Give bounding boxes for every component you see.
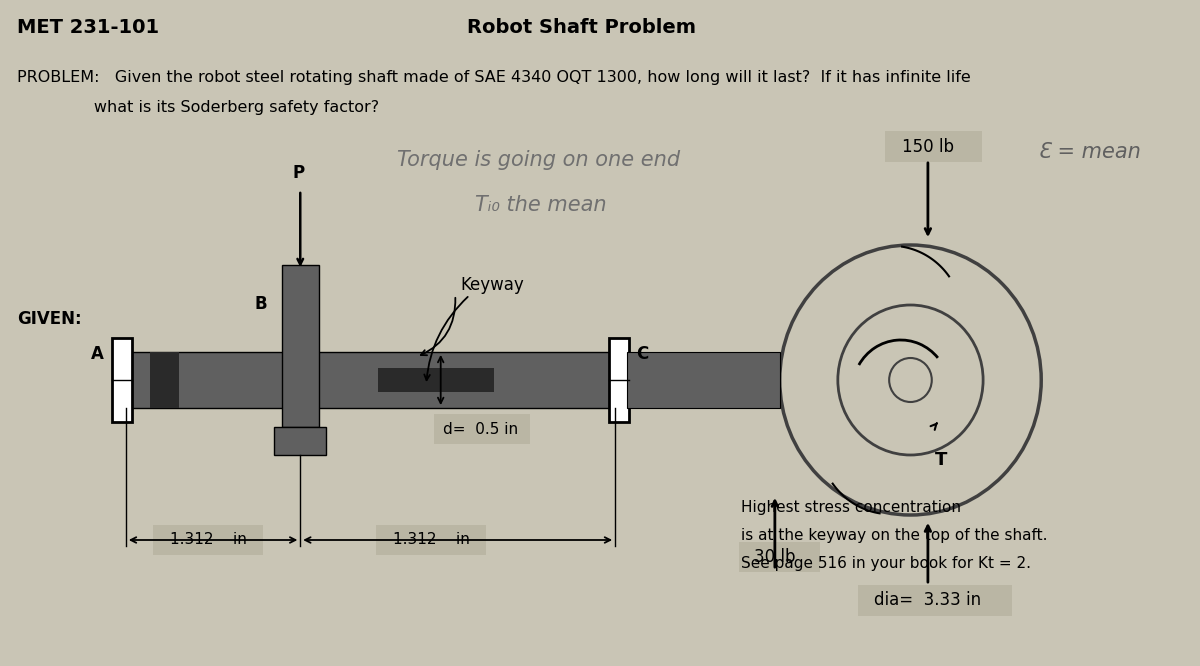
FancyBboxPatch shape — [376, 525, 486, 555]
Bar — [610, 338, 629, 422]
Bar — [378, 368, 494, 392]
FancyBboxPatch shape — [434, 414, 530, 444]
Bar — [113, 338, 132, 422]
Text: B: B — [254, 295, 268, 313]
Text: A: A — [91, 345, 104, 363]
FancyBboxPatch shape — [739, 542, 821, 572]
Text: dia=  3.33 in: dia= 3.33 in — [875, 591, 982, 609]
Circle shape — [889, 358, 931, 402]
Text: Highest stress concentration: Highest stress concentration — [740, 500, 961, 515]
Text: what is its Soderberg safety factor?: what is its Soderberg safety factor? — [18, 100, 379, 115]
Text: T: T — [935, 451, 947, 469]
FancyBboxPatch shape — [858, 585, 1012, 616]
Text: See page 516 in your book for Kt = 2.: See page 516 in your book for Kt = 2. — [740, 556, 1031, 571]
Text: GIVEN:: GIVEN: — [18, 310, 82, 328]
Text: MET 231-101: MET 231-101 — [18, 18, 160, 37]
Text: Ɛ = mean: Ɛ = mean — [1038, 142, 1141, 162]
Text: PROBLEM:   Given the robot steel rotating shaft made of SAE 4340 OQT 1300, how l: PROBLEM: Given the robot steel rotating … — [18, 70, 971, 85]
Bar — [126, 352, 616, 408]
FancyBboxPatch shape — [886, 131, 982, 162]
Text: 1.312    in: 1.312 in — [170, 533, 247, 547]
Text: 150 lb: 150 lb — [902, 138, 954, 156]
Text: P: P — [293, 164, 305, 182]
Text: is at the keyway on the top of the shaft.: is at the keyway on the top of the shaft… — [740, 528, 1048, 543]
Bar — [282, 265, 319, 427]
Text: Torque is going on one end: Torque is going on one end — [397, 150, 680, 170]
Bar — [626, 352, 780, 408]
Text: Keyway: Keyway — [460, 276, 524, 294]
Bar — [150, 352, 179, 408]
Text: Robot Shaft Problem: Robot Shaft Problem — [467, 18, 696, 37]
Text: Tᵢ₀ the mean: Tᵢ₀ the mean — [475, 195, 606, 215]
Text: 30 lb: 30 lb — [754, 548, 796, 566]
Bar — [274, 427, 326, 455]
FancyBboxPatch shape — [154, 525, 264, 555]
Text: C: C — [636, 345, 649, 363]
Text: d=  0.5 in: d= 0.5 in — [443, 422, 517, 436]
Text: 1.312    in: 1.312 in — [392, 533, 469, 547]
